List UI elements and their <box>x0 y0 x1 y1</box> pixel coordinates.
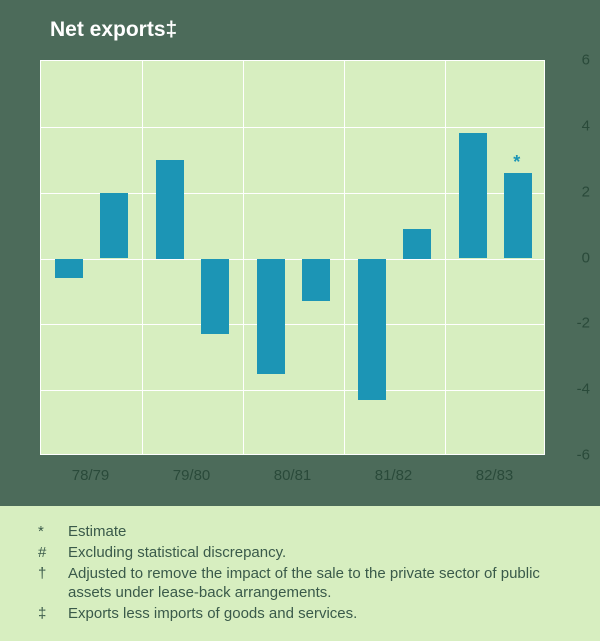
bar <box>156 160 184 259</box>
gridline-v <box>445 61 446 454</box>
footnote-symbol: † <box>38 564 68 602</box>
chart-panel: Net exports‡ 6 4 2 0 -2 -4 -6 78/79 79/80 80/81 81… <box>0 0 600 506</box>
y-tick-label: 4 <box>555 117 590 134</box>
gridline-h <box>41 324 544 325</box>
gridline-v <box>142 61 143 454</box>
footnote-row: #Excluding statistical discrepancy. <box>38 543 570 562</box>
bar <box>459 133 487 258</box>
x-tick-label: 78/79 <box>72 467 110 484</box>
bar <box>257 259 285 374</box>
footnote-symbol: # <box>38 543 68 562</box>
gridline-h <box>41 127 544 128</box>
y-tick-label: 2 <box>555 183 590 200</box>
footnote-row: *Estimate <box>38 522 570 541</box>
bar <box>55 259 83 279</box>
bar <box>504 173 532 259</box>
plot-area <box>40 60 545 455</box>
gridline-h <box>41 259 544 260</box>
estimate-marker: * <box>513 152 520 173</box>
gridline-v <box>344 61 345 454</box>
chart-title: Net exports‡ <box>50 18 177 42</box>
x-tick-label: 81/82 <box>375 467 413 484</box>
y-tick-label: -6 <box>555 447 590 464</box>
gridline-h <box>41 390 544 391</box>
y-tick-label: 0 <box>555 249 590 266</box>
y-tick-label: -2 <box>555 315 590 332</box>
x-tick-label: 82/83 <box>476 467 514 484</box>
footnotes-panel: *Estimate#Excluding statistical discrepa… <box>0 506 600 641</box>
footnote-row: ‡Exports less imports of goods and servi… <box>38 604 570 623</box>
footnote-text: Excluding statistical discrepancy. <box>68 543 570 562</box>
footnote-text: Exports less imports of goods and servic… <box>68 604 570 623</box>
gridline-v <box>243 61 244 454</box>
bar <box>201 259 229 335</box>
bar <box>302 259 330 302</box>
y-tick-label: 6 <box>555 52 590 69</box>
footnote-symbol: * <box>38 522 68 541</box>
footnote-symbol: ‡ <box>38 604 68 623</box>
x-tick-label: 80/81 <box>274 467 312 484</box>
y-tick-label: -4 <box>555 381 590 398</box>
x-tick-label: 79/80 <box>173 467 211 484</box>
footnote-row: †Adjusted to remove the impact of the sa… <box>38 564 570 602</box>
bar <box>100 193 128 259</box>
footnote-text: Estimate <box>68 522 570 541</box>
footnote-text: Adjusted to remove the impact of the sal… <box>68 564 570 602</box>
bar <box>403 229 431 259</box>
bar <box>358 259 386 401</box>
